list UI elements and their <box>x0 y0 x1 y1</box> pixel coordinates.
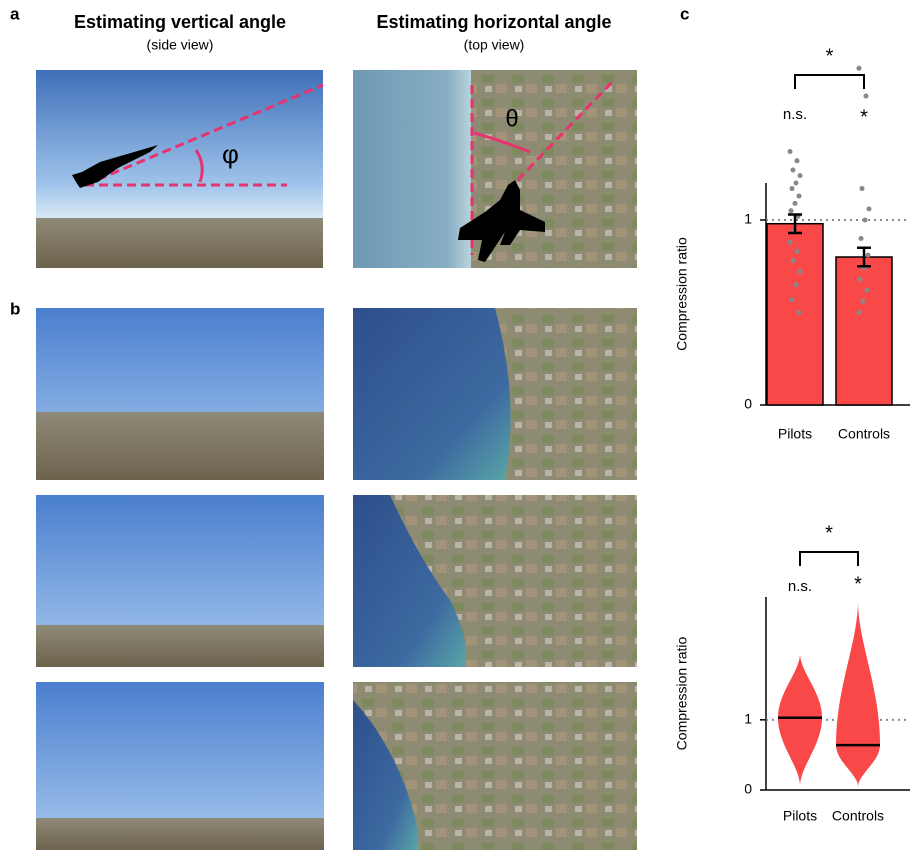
data-point <box>788 240 793 245</box>
significance-bracket <box>795 75 864 89</box>
data-point <box>790 186 795 191</box>
data-point <box>860 186 865 191</box>
y-tick-label: 1 <box>744 211 752 227</box>
significance-bracket <box>800 552 858 566</box>
data-point <box>798 173 803 178</box>
x-tick-label: Pilots <box>778 426 812 442</box>
figure: a Estimating vertical angle (side view) … <box>0 0 918 856</box>
data-point <box>790 297 795 302</box>
data-point <box>791 168 796 173</box>
panel-label: b <box>10 299 20 318</box>
data-point <box>863 218 868 223</box>
data-point <box>797 310 802 315</box>
significance-label: * <box>826 45 834 67</box>
y-axis-label: Compression ratio <box>674 636 690 750</box>
data-point <box>791 258 796 263</box>
panel-title: Estimating horizontal angle <box>376 12 611 32</box>
angle-symbol: θ <box>505 105 518 132</box>
data-point <box>788 149 793 154</box>
data-point <box>864 94 869 99</box>
significance-label: * <box>825 522 833 544</box>
annotation: n.s. <box>788 578 812 595</box>
angle-symbol: φ <box>222 139 239 169</box>
charts: 0 1 Compression ratio Pilots Controls * n.s. * 0… <box>674 45 910 823</box>
panel-title: Estimating vertical angle <box>74 12 286 32</box>
data-point <box>857 310 862 315</box>
data-point <box>793 201 798 206</box>
panel-subtitle: (top view) <box>464 37 525 53</box>
data-point <box>797 193 802 198</box>
violin <box>836 601 880 787</box>
violin <box>778 653 822 786</box>
x-tick-label: Controls <box>838 426 890 442</box>
data-point <box>795 158 800 163</box>
y-axis-label: Compression ratio <box>674 237 690 351</box>
bar <box>836 257 892 405</box>
data-point <box>861 299 866 304</box>
annotation: * <box>860 106 868 128</box>
annotation: * <box>854 573 862 595</box>
y-tick-label: 0 <box>744 781 752 797</box>
data-point <box>795 249 800 254</box>
annotation: n.s. <box>783 106 807 123</box>
data-point <box>867 206 872 211</box>
data-point <box>794 181 799 186</box>
y-tick-label: 0 <box>744 396 752 412</box>
panel-label: c <box>680 4 689 23</box>
data-point <box>789 208 794 213</box>
data-point <box>857 66 862 71</box>
y-tick-label: 1 <box>744 711 752 727</box>
data-point <box>866 253 871 258</box>
x-tick-label: Pilots <box>783 808 817 824</box>
data-point <box>865 288 870 293</box>
side-view-image <box>36 70 323 268</box>
x-tick-label: Controls <box>832 808 884 824</box>
data-point <box>858 277 863 282</box>
data-point <box>798 269 803 274</box>
panel-subtitle: (side view) <box>147 37 214 53</box>
data-point <box>794 282 799 287</box>
top-view-image <box>353 70 637 268</box>
data-point <box>859 236 864 241</box>
panel-label: a <box>10 4 20 23</box>
example-images <box>36 308 637 850</box>
